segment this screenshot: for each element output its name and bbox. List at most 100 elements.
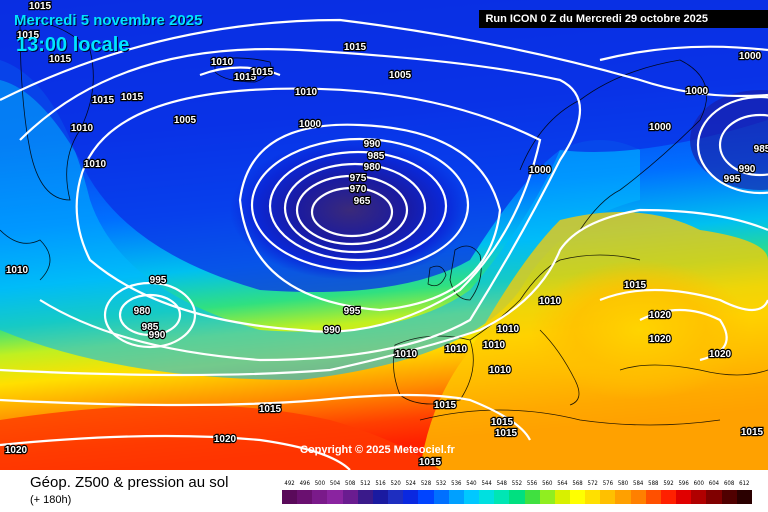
scale-swatch: [494, 490, 510, 504]
scale-label: 560: [542, 480, 553, 487]
scale-swatch: [509, 490, 525, 504]
copyright-notice: Copyright © 2025 Meteociel.fr: [300, 444, 455, 456]
isobar-label: 1000: [686, 86, 709, 97]
isobar-label: 1000: [649, 122, 672, 133]
scale-label: 596: [678, 480, 689, 487]
scale-label: 580: [617, 480, 629, 487]
scale-swatch: [357, 490, 373, 504]
isobar-label: 1015: [251, 67, 274, 78]
scale-swatch: [297, 490, 313, 504]
coastlines: [0, 19, 768, 426]
isobar-label: 1015: [491, 417, 514, 428]
isobar-label: 1010: [395, 349, 418, 360]
scale-swatch: [372, 490, 389, 504]
scale-label: 584: [633, 480, 644, 487]
scale-labels: 492 496 500 504 508 512 516 520 524 528 532 536 540 5…: [282, 480, 752, 487]
scale-label: 612: [739, 480, 750, 487]
scale-swatch: [706, 490, 722, 504]
scale-label: 512: [360, 480, 371, 487]
isobars: [0, 18, 768, 470]
scale-swatch: [342, 490, 358, 504]
weather-map: 1015 1015 1015 1010 1015 1015 1015 1005 …: [0, 0, 768, 470]
isobar-label: 1010: [539, 296, 562, 307]
isobar-label: 1015: [234, 72, 257, 83]
isobar-label: 1015: [495, 428, 518, 439]
scale-swatch: [569, 490, 586, 504]
scale-label: 552: [511, 480, 523, 487]
scale-label: 604: [708, 480, 720, 487]
scale-label: 568: [572, 480, 583, 487]
scale-label: 592: [663, 480, 674, 487]
scale-swatch: [660, 490, 677, 504]
scale-label: 588: [648, 480, 659, 487]
isobar-label: 980: [134, 306, 151, 317]
isobar-label: 1015: [434, 400, 457, 411]
isobar-label: 975: [350, 173, 367, 184]
isobar-label: 995: [150, 275, 167, 286]
isobar-label: 1015: [419, 457, 442, 468]
isobar-label: 1020: [214, 434, 237, 445]
scale-swatch: [479, 490, 495, 504]
isobar-label: 1020: [5, 445, 28, 456]
isobar-label: 1010: [6, 265, 29, 276]
isobar-label: 1015: [92, 95, 115, 106]
forecast-lead-time: (+ 180h): [30, 494, 72, 506]
scale-swatch: [448, 490, 464, 504]
forecast-date: Mercredi 5 novembre 2025: [14, 12, 203, 29]
isobar-label: 1020: [649, 334, 672, 345]
isobar-label: 1010: [295, 87, 318, 98]
scale-swatch: [736, 490, 752, 504]
scale-label: 504: [329, 480, 341, 487]
isobar-label: 1010: [71, 123, 94, 134]
isobar-label: 1020: [709, 349, 732, 360]
isobar-label: 965: [354, 196, 371, 207]
scale-swatch: [388, 490, 404, 504]
scale-label: 508: [345, 480, 356, 487]
scale-swatch: [630, 490, 646, 504]
scale-label: 600: [693, 480, 704, 487]
scale-label: 536: [451, 480, 462, 487]
isobar-label: 1015: [741, 427, 764, 438]
scale-swatch: [418, 490, 434, 504]
color-scale-legend: 492 496 500 504 508 512 516 520 524 528 532 536 540 5…: [282, 480, 752, 508]
scale-swatch: [433, 490, 449, 504]
isobar-label: 1015: [49, 54, 72, 65]
isobar-label: 1020: [649, 310, 672, 321]
scale-label: 540: [466, 480, 477, 487]
scale-swatch: [645, 490, 661, 504]
isobar-label: 1015: [29, 1, 52, 12]
forecast-time: 13:00 locale: [16, 34, 130, 56]
scale-label: 528: [420, 480, 432, 487]
scale-label: 492: [284, 480, 295, 487]
isobar-label: 1015: [17, 30, 40, 41]
isobar-labels: 1015 1015 1015 1010 1015 1015 1015 1005 …: [4, 0, 768, 469]
isobar-label: 985: [754, 144, 768, 155]
isobar-label: 990: [149, 330, 166, 341]
isobar-label: 1015: [121, 92, 144, 103]
scale-swatch: [676, 490, 692, 504]
isobar-label: 995: [724, 174, 741, 185]
scale-label: 608: [723, 480, 735, 487]
model-run-label: Run ICON 0 Z du Mercredi 29 octobre 2025: [479, 10, 768, 28]
isobar-label: 1010: [84, 159, 107, 170]
isobar-label: 1010: [489, 365, 512, 376]
isobar-label: 985: [142, 322, 159, 333]
scale-swatches: [282, 487, 752, 504]
isobar-label: 985: [368, 151, 385, 162]
scale-swatch: [312, 490, 328, 504]
scale-label: 572: [587, 480, 598, 487]
isobar-label: 980: [364, 162, 381, 173]
scale-swatch: [691, 490, 707, 504]
isobar-label: 990: [739, 164, 756, 175]
isobar-label: 1015: [624, 280, 647, 291]
z500-ne-cold: [690, 90, 768, 190]
scale-label: 544: [481, 480, 492, 487]
isobar-label: 1000: [529, 165, 552, 176]
isobar-label: 1010: [211, 57, 234, 68]
isobar-label: 1010: [497, 324, 520, 335]
map-title: Géop. Z500 & pression au sol: [30, 474, 229, 491]
scale-label: 500: [314, 480, 326, 487]
isobar-label: 1005: [389, 70, 412, 81]
isobar-label: 1010: [445, 344, 468, 355]
isobar-label: 1000: [739, 51, 762, 62]
